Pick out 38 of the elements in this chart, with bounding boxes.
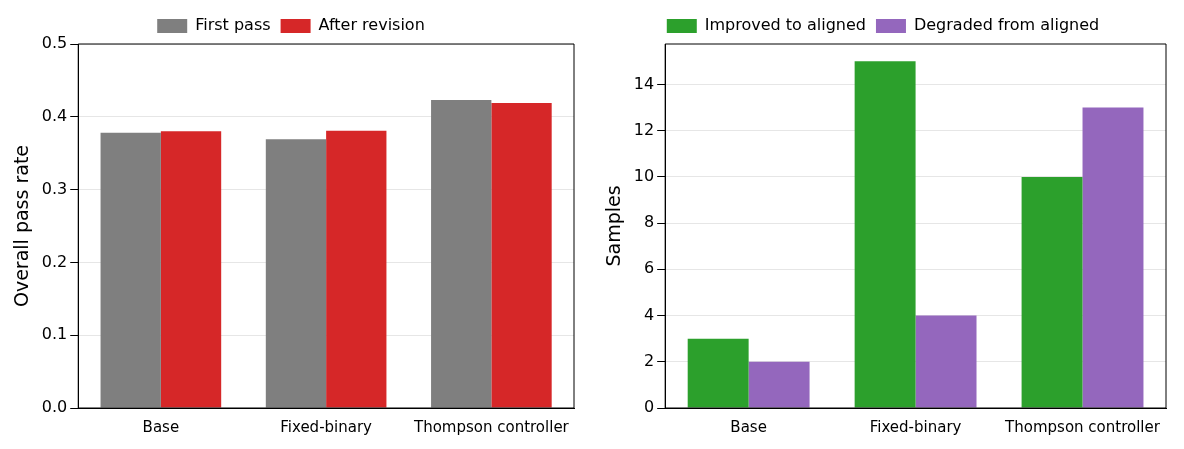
y-tick-label: 0.4 <box>41 105 68 125</box>
bar <box>265 139 327 408</box>
bar <box>854 61 916 408</box>
legend-label: After revision <box>318 15 425 35</box>
y-tick-label: 0.0 <box>41 397 68 417</box>
y-tick-label: 0.3 <box>41 178 68 198</box>
legend-label: Improved to aligned <box>704 15 866 35</box>
x-tick-label: Fixed-binary <box>869 417 962 436</box>
x-tick-label: Fixed-binary <box>280 417 373 436</box>
y-tick-label: 12 <box>633 119 655 139</box>
y-tick-label: 6 <box>643 258 655 278</box>
x-tick-label: Base <box>142 417 180 436</box>
y-tick-label: 0.5 <box>41 33 68 53</box>
y-tick-label: 0.1 <box>41 324 68 344</box>
bar <box>326 130 387 408</box>
y-tick-label: 4 <box>643 304 655 324</box>
x-tick-label: Base <box>730 417 767 436</box>
y-tick-label: 14 <box>633 73 655 93</box>
legend-label: Degraded from aligned <box>913 15 1100 35</box>
bar <box>100 132 161 408</box>
bar <box>160 131 222 408</box>
y-axis-title: Samples <box>602 185 625 267</box>
x-tick-label: Thompson controller <box>1004 417 1161 436</box>
bar <box>1082 107 1144 408</box>
x-tick-label: Thompson controller <box>412 417 570 436</box>
bar <box>491 102 552 408</box>
y-axis-title: Overall pass rate <box>10 144 33 308</box>
y-tick-label: 0.2 <box>41 251 68 271</box>
bar <box>687 338 749 408</box>
y-tick-label: 2 <box>643 350 655 370</box>
bar <box>748 361 810 408</box>
bar <box>915 315 977 408</box>
y-tick-label: 0 <box>643 397 655 417</box>
bar <box>431 100 492 408</box>
legend-label: First pass <box>195 15 271 35</box>
y-tick-label: 10 <box>633 166 655 186</box>
bar <box>1021 176 1083 408</box>
y-tick-label: 8 <box>643 212 655 232</box>
